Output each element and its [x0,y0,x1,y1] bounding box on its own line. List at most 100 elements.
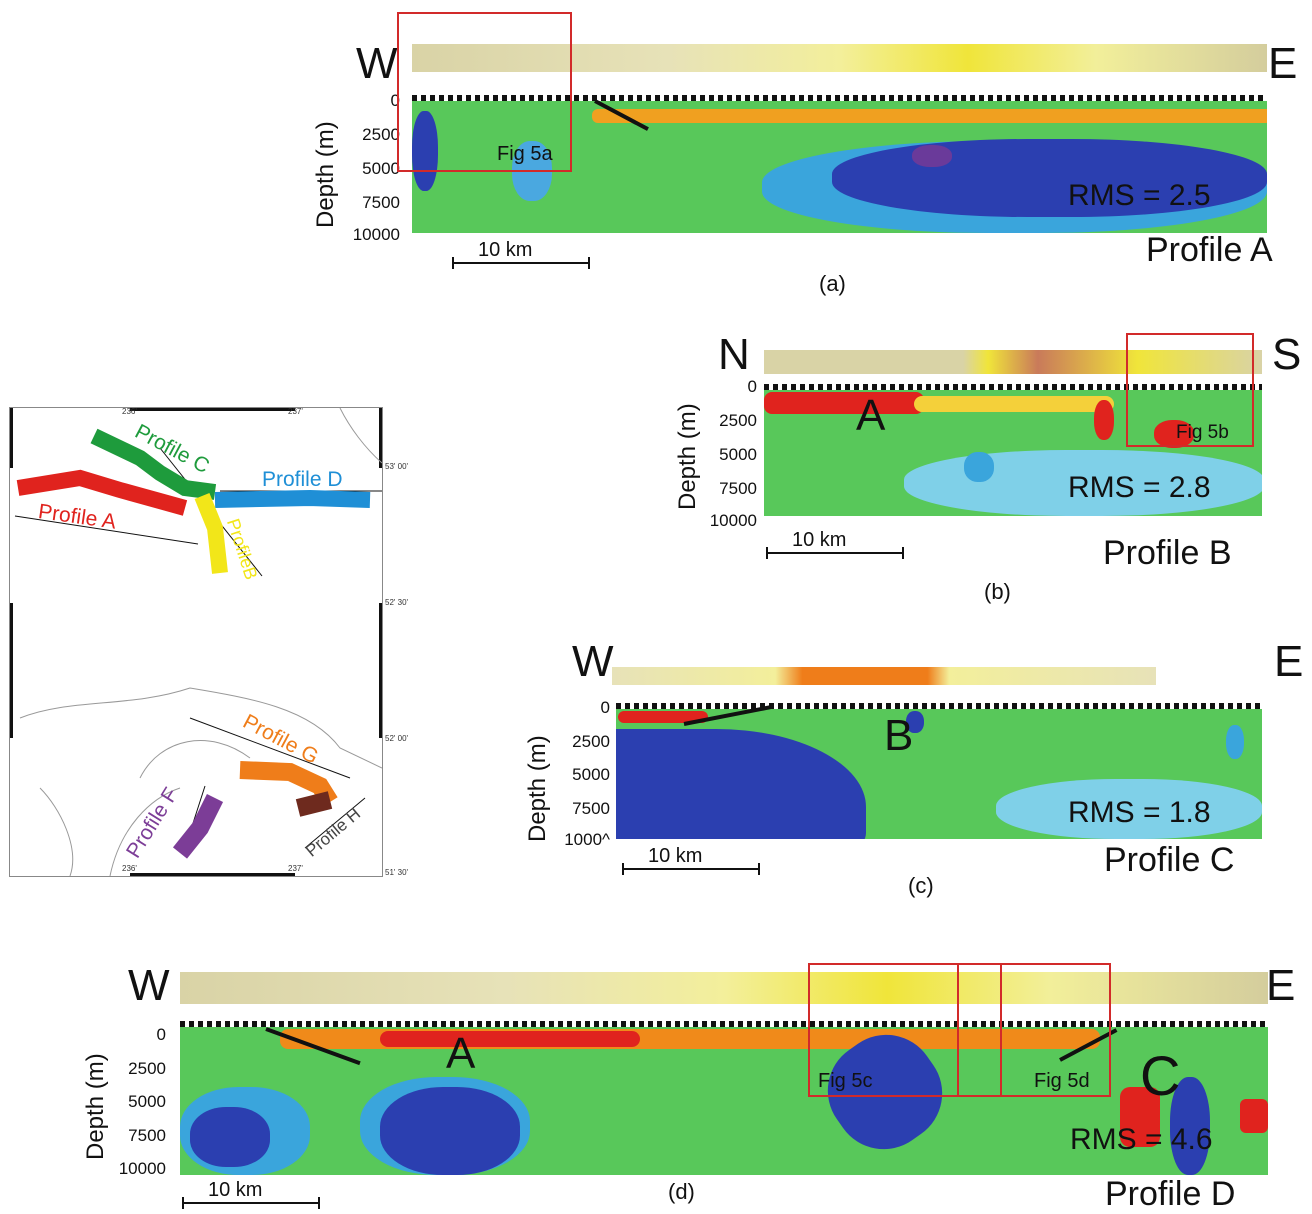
north-label: N [718,330,750,379]
rms-label: RMS = 1.8 [1068,796,1211,829]
east-label: E [1266,961,1296,1010]
station-markers [180,1021,1268,1027]
velocity-model [764,390,1262,516]
high-velocity-zone [904,450,1262,516]
anomaly-marker: B [884,711,914,760]
panel-caption: (a) [819,271,846,296]
map-lat-tick: 52' 00' [385,734,409,743]
surface-geology-strip [764,350,1262,374]
high-velocity-zone [616,729,866,839]
scale-label: 10 km [478,239,533,261]
high-velocity-zone [190,1107,270,1167]
map-lat-tick: 51' 30' [385,868,409,877]
low-velocity-zone [618,711,708,723]
high-velocity-zone [964,452,994,482]
depth-tick: 7500 [128,1126,166,1145]
anomaly-marker: C [1140,1044,1181,1107]
profile-title: Profile B [1103,534,1232,572]
map-label-profile-d: Profile D [262,468,343,491]
high-velocity-zone [996,779,1262,839]
velocity-model [412,101,1267,233]
east-label: E [1274,637,1304,686]
station-markers [616,703,1262,709]
depth-tick: 2500 [719,411,757,430]
high-velocity-core [912,145,952,167]
station-markers [412,95,1267,101]
profile-title: Profile A [1146,231,1273,269]
depth-axis-label: Depth (m) [524,735,551,842]
map-tick: 236' [122,864,137,873]
low-velocity-zone [380,1031,640,1047]
box-label: Fig 5c [818,1070,873,1092]
map-lat-tick: 53' 00' [385,462,409,471]
anomaly-marker: A [856,391,886,440]
velocity-model [180,1027,1268,1175]
box-label: Fig 5b [1176,422,1229,443]
rms-label: RMS = 4.6 [1070,1123,1213,1156]
depth-tick: 2500 [572,732,610,751]
detail-box [808,963,1002,1097]
panel-caption: (b) [984,579,1011,604]
map-tick: 237' [288,407,303,416]
map-drawing [10,408,382,876]
high-velocity-zone [1170,1077,1210,1175]
anomaly-marker: A [446,1029,476,1078]
depth-tick: 5000 [572,765,610,784]
high-velocity-zone [906,711,924,733]
location-map: 236' 237' Profile C Profile D Profile A … [9,407,383,877]
profile-title: Profile D [1105,1175,1236,1213]
low-velocity-zone [914,396,1114,412]
surface-geology-strip [612,667,1156,685]
low-velocity-zone [764,392,924,414]
scale-label: 10 km [648,845,703,867]
depth-tick: 2500 [362,125,400,144]
panel-caption: (c) [908,873,934,898]
depth-tick: 1000^ [564,830,610,849]
depth-tick: 7500 [572,799,610,818]
scale-label: 10 km [208,1179,263,1201]
depth-axis-label: Depth (m) [312,121,339,228]
detail-box [397,12,572,172]
west-label: W [128,961,170,1010]
high-velocity-zone [412,111,438,191]
depth-tick: 0 [156,1025,166,1044]
west-label: W [572,637,614,686]
depth-tick: 5000 [719,445,757,464]
box-label: Fig 5d [1034,1070,1090,1092]
depth-tick: 7500 [719,479,757,498]
west-label: W [356,39,398,88]
low-velocity-zone [1240,1099,1268,1133]
detail-box [957,963,1111,1097]
surface-geology-strip [412,44,1267,72]
map-lat-tick: 52' 30' [385,598,409,607]
low-velocity-zone [1154,420,1194,448]
map-tick: 237' [288,864,303,873]
south-label: S [1272,330,1302,379]
rms-label: RMS = 2.8 [1068,471,1211,504]
depth-tick: 10000 [118,1159,166,1178]
depth-tick: 5000 [128,1092,166,1111]
depth-tick: 0 [747,377,757,396]
profile-title: Profile C [1104,841,1235,879]
east-label: E [1268,39,1298,88]
low-velocity-zone [592,109,1267,123]
depth-tick: 0 [390,91,400,110]
depth-tick: 0 [600,698,610,717]
high-velocity-zone [380,1087,520,1175]
depth-tick: 10000 [352,225,400,244]
low-velocity-zone [1120,1087,1160,1147]
surface-geology-strip [180,972,1268,1004]
map-tick: 236' [122,407,137,416]
depth-tick: 2500 [128,1059,166,1078]
depth-tick: 7500 [362,193,400,212]
rms-label: RMS = 2.5 [1068,179,1211,212]
station-markers [764,384,1262,390]
panel-caption: (d) [668,1179,695,1204]
high-velocity-zone [832,139,1267,217]
detail-box [1126,333,1254,447]
low-velocity-zone [1094,400,1114,440]
box-label: Fig 5a [497,143,553,165]
high-velocity-zone [1226,725,1244,759]
velocity-model [616,709,1262,839]
depth-tick: 5000 [362,159,400,178]
